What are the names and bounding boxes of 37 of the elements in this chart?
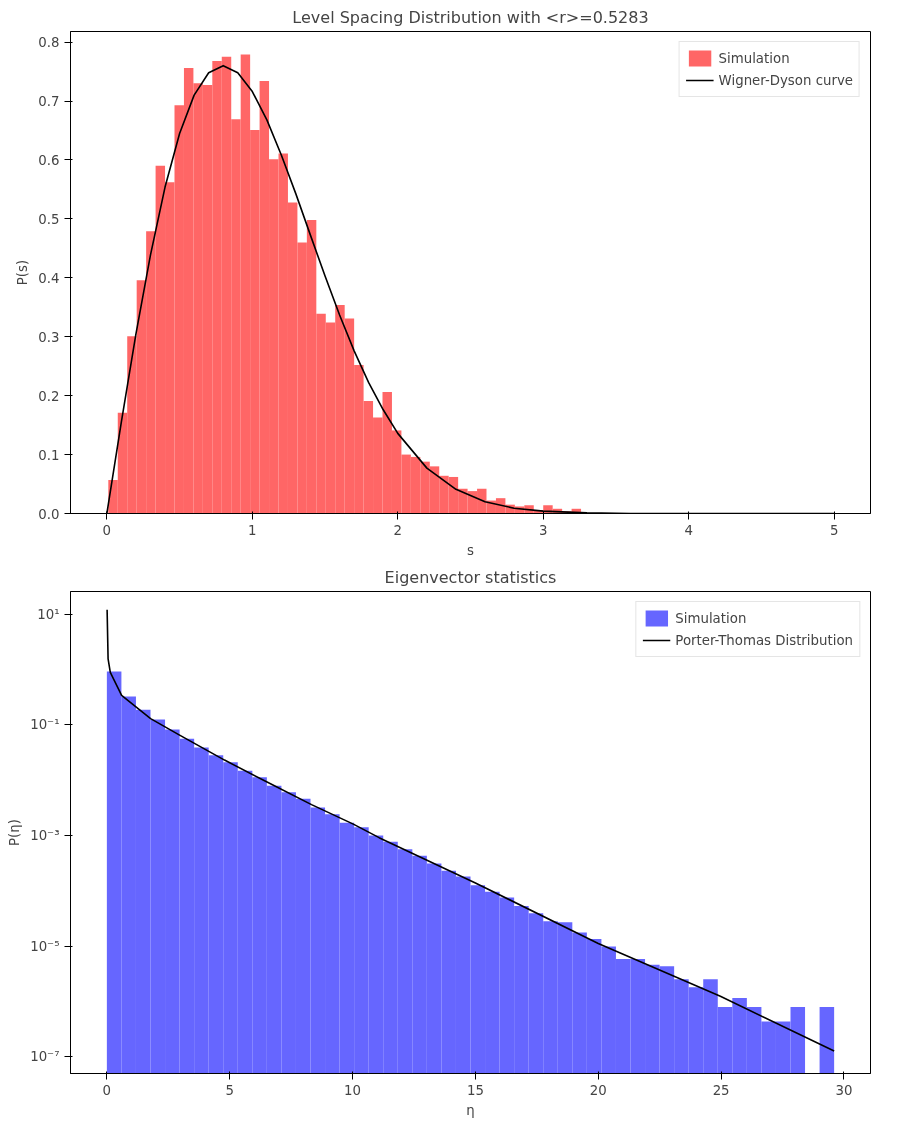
x-tick-label: 30 (835, 1082, 853, 1098)
x-tick-label: 4 (684, 522, 693, 538)
y-tick-label: 0.4 (38, 270, 60, 286)
x-tick-label: 0 (102, 522, 112, 538)
legend-label: Simulation (675, 610, 747, 626)
y-tick-label: 10⁻⁷ (30, 1049, 60, 1065)
x-tick-label: 0 (102, 1082, 112, 1098)
y-tick-label: 0.2 (38, 388, 60, 404)
legend-label: Porter-Thomas Distribution (675, 632, 853, 648)
y-tick-label: 0.8 (38, 35, 60, 51)
x-axis-title: η (466, 1102, 475, 1118)
y-tick-label: 0.3 (38, 329, 60, 345)
x-tick-label: 5 (829, 522, 839, 538)
y-axis-title: P(s) (15, 259, 31, 286)
y-tick-label: 0.7 (38, 94, 60, 110)
y-tick-label: 0.5 (38, 211, 60, 227)
y-axis-title: P(η) (7, 819, 23, 846)
legend-label: Wigner-Dyson curve (718, 72, 853, 88)
x-axis-title: s (467, 542, 475, 558)
y-tick-label: 10⁻⁵ (30, 938, 60, 954)
x-tick-label: 3 (538, 522, 548, 538)
y-tick-label: 10⁻¹ (30, 717, 60, 733)
y-tick-label: 10⁻³ (30, 827, 60, 843)
y-tick-label: 0.0 (38, 506, 60, 522)
chart-title: Eigenvector statistics (384, 567, 557, 587)
chart-title: Level Spacing Distribution with <r>=0.5283 (292, 7, 649, 27)
x-tick-label: 5 (225, 1082, 234, 1098)
y-tick-label: 0.1 (38, 447, 60, 463)
y-tick-label: 10¹ (37, 606, 60, 622)
x-tick-label: 2 (393, 522, 403, 538)
legend-label: Simulation (718, 50, 790, 66)
x-tick-label: 15 (466, 1082, 484, 1098)
x-tick-label: 1 (248, 522, 257, 538)
x-tick-label: 25 (712, 1082, 730, 1098)
y-tick-label: 0.6 (38, 152, 60, 168)
x-tick-label: 20 (589, 1082, 607, 1098)
x-tick-label: 10 (344, 1082, 362, 1098)
